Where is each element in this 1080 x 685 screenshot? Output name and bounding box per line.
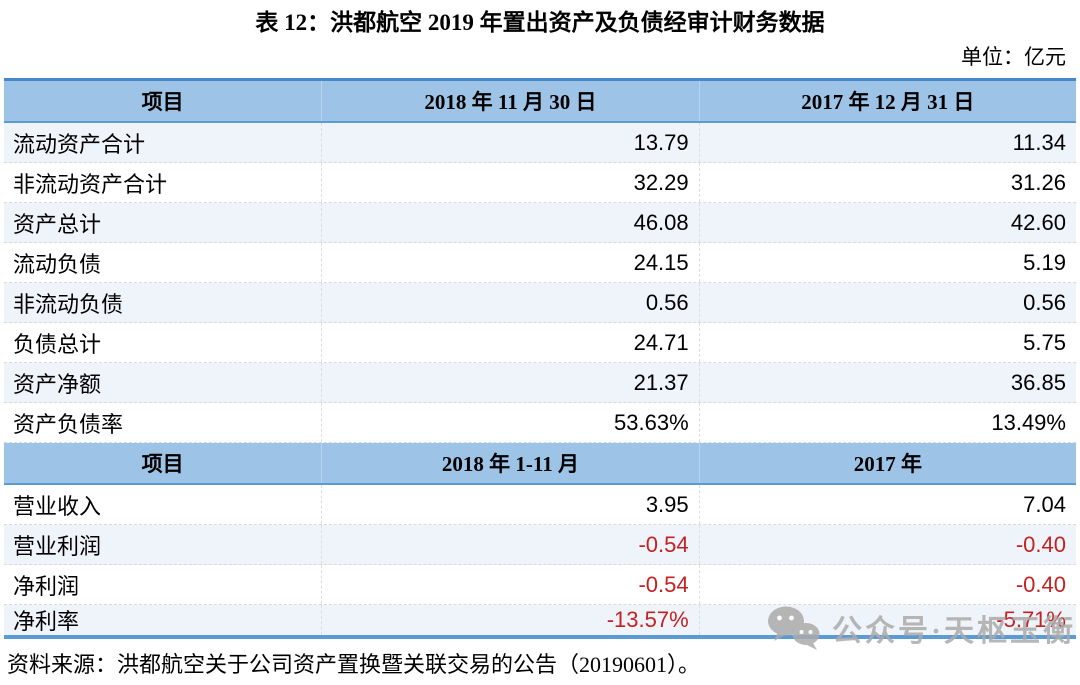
row-label: 营业利润: [13, 533, 102, 559]
row-value: 53.63%: [321, 403, 698, 442]
row-label: 净利润: [13, 573, 80, 599]
row-value: 46.08: [321, 203, 698, 242]
column-header: 2018 年 1-11 月: [321, 443, 698, 483]
table-title: 表 12：洪都航空 2019 年置出资产及负债经审计财务数据: [255, 10, 825, 35]
row-value: 3.95: [321, 485, 698, 524]
row-label: 非流动资产合计: [13, 171, 168, 197]
section2-header-row: 项目 2018 年 1-11 月 2017 年: [4, 443, 1076, 485]
row-value: 5.19: [698, 243, 1076, 282]
row-value: 32.29: [321, 163, 698, 202]
column-header: 项目: [141, 90, 184, 114]
table-row: 营业收入 3.95 7.04: [4, 485, 1076, 525]
table-row: 净利率 -13.57% -5.71%: [4, 605, 1076, 635]
row-value: 7.04: [698, 485, 1076, 524]
row-label: 营业收入: [13, 493, 102, 519]
table-row: 净利润 -0.54 -0.40: [4, 565, 1076, 605]
table-row: 流动资产合计 13.79 11.34: [4, 123, 1076, 163]
row-label: 负债总计: [13, 331, 102, 357]
table-row: 流动负债 24.15 5.19: [4, 243, 1076, 283]
row-value: 11.34: [698, 123, 1076, 162]
row-value: 13.79: [321, 123, 698, 162]
row-value: 24.15: [321, 243, 698, 282]
table-row: 营业利润 -0.54 -0.40: [4, 525, 1076, 565]
row-value: -0.54: [321, 525, 698, 564]
table-row: 负债总计 24.71 5.75: [4, 323, 1076, 363]
unit-label: 单位：亿元: [961, 45, 1066, 69]
financial-table: 项目 2018 年 11 月 30 日 2017 年 12 月 31 日 流动资…: [4, 78, 1076, 639]
table-row: 资产负债率 53.63% 13.49%: [4, 403, 1076, 443]
row-value: 0.56: [321, 283, 698, 322]
row-value: -0.54: [321, 565, 698, 604]
row-value: 31.26: [698, 163, 1076, 202]
row-value: 0.56: [698, 283, 1076, 322]
table-row: 非流动资产合计 32.29 31.26: [4, 163, 1076, 203]
column-header: 2018 年 11 月 30 日: [321, 81, 698, 121]
row-label: 资产负债率: [13, 411, 124, 437]
source-note: 资料来源：洪都航空关于公司资产置换暨关联交易的公告（20190601）。: [7, 652, 701, 677]
row-value: -0.40: [698, 525, 1076, 564]
row-label: 非流动负债: [13, 291, 124, 317]
row-value: 36.85: [698, 363, 1076, 402]
row-label: 资产净额: [13, 371, 102, 397]
row-value: 24.71: [321, 323, 698, 362]
column-header: 2017 年 12 月 31 日: [698, 81, 1076, 121]
column-header: 2017 年: [698, 443, 1076, 483]
row-label: 净利率: [13, 609, 80, 634]
column-header: 项目: [141, 452, 184, 476]
row-value: 13.49%: [698, 403, 1076, 442]
row-label: 资产总计: [13, 211, 102, 237]
row-value: -0.40: [698, 565, 1076, 604]
row-label: 流动资产合计: [13, 131, 146, 157]
row-value: 5.75: [698, 323, 1076, 362]
row-value: -13.57%: [321, 605, 698, 635]
row-value: 42.60: [698, 203, 1076, 242]
row-value: -5.71%: [698, 605, 1076, 635]
row-value: 21.37: [321, 363, 698, 402]
row-label: 流动负债: [13, 251, 102, 277]
table-row: 资产净额 21.37 36.85: [4, 363, 1076, 403]
section1-header-row: 项目 2018 年 11 月 30 日 2017 年 12 月 31 日: [4, 81, 1076, 123]
table-row: 资产总计 46.08 42.60: [4, 203, 1076, 243]
table-row: 非流动负债 0.56 0.56: [4, 283, 1076, 323]
